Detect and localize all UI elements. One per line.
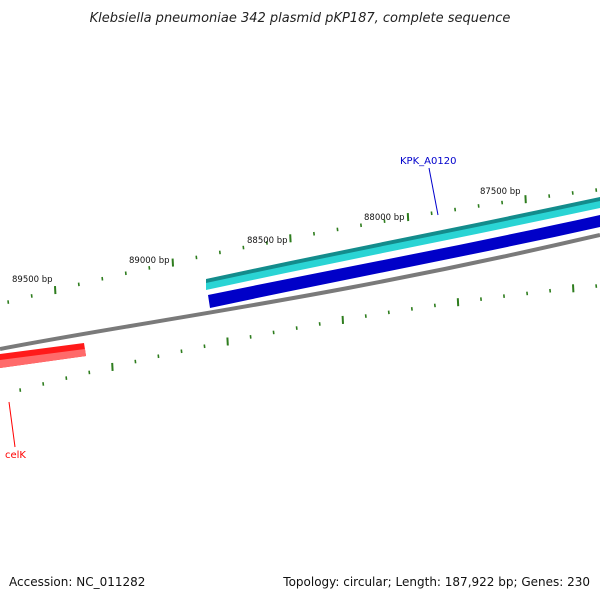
gene-kpk-a0120-reverse-outer xyxy=(208,215,600,308)
topology-summary: Topology: circular; Length: 187,922 bp; … xyxy=(282,575,590,589)
inner-tick-row xyxy=(19,284,598,392)
gene-kpk-a0120-forward-inner xyxy=(206,201,600,290)
celk-label[interactable]: celK xyxy=(5,450,26,461)
scale-label-89000: 89000 bp xyxy=(129,256,170,266)
scale-label-87500: 87500 bp xyxy=(480,187,521,197)
kpk-a0120-leader-line xyxy=(428,167,439,216)
gene-kpk-a0120-reverse[interactable] xyxy=(208,215,600,308)
scale-label-88000: 88000 bp xyxy=(364,213,405,223)
accession-text: Accession: NC_011282 xyxy=(9,575,145,589)
map-title: Klebsiella pneumoniae 342 plasmid pKP187… xyxy=(90,11,511,26)
scale-label-89500: 89500 bp xyxy=(12,275,53,285)
kpk-a0120-label[interactable]: KPK_A0120 xyxy=(400,156,456,167)
celk-leader-line xyxy=(8,401,16,448)
plasmid-backbone xyxy=(0,233,600,351)
gene-celk-highlight xyxy=(0,349,86,368)
gene-celk[interactable] xyxy=(0,343,86,368)
outer-tick-row xyxy=(7,188,598,304)
scale-label-88500: 88500 bp xyxy=(247,236,288,246)
gene-kpk-a0120-forward[interactable] xyxy=(206,197,600,290)
